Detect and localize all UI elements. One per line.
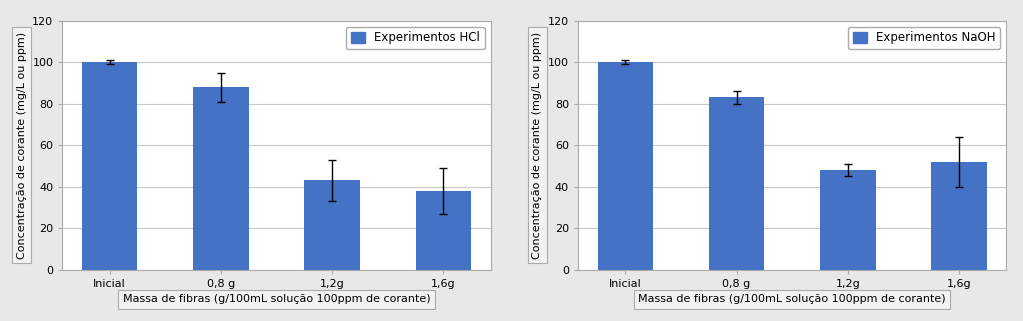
Y-axis label: Concentração de corante (mg/L ou ppm): Concentração de corante (mg/L ou ppm) [16,32,27,259]
Bar [709,98,764,270]
Bar [931,162,987,270]
Legend: Experimentos NaOH: Experimentos NaOH [848,27,1000,49]
Bar [820,170,876,270]
Bar [597,62,653,270]
Legend: Experimentos HCl: Experimentos HCl [346,27,485,49]
Y-axis label: Concentração de corante (mg/L ou ppm): Concentração de corante (mg/L ou ppm) [532,32,542,259]
Bar [415,191,472,270]
Bar [304,180,360,270]
X-axis label: Massa de fibras (g/100mL solução 100ppm de corante): Massa de fibras (g/100mL solução 100ppm … [638,294,946,304]
Bar [193,87,249,270]
X-axis label: Massa de fibras (g/100mL solução 100ppm de corante): Massa de fibras (g/100mL solução 100ppm … [123,294,431,304]
Bar [82,62,137,270]
